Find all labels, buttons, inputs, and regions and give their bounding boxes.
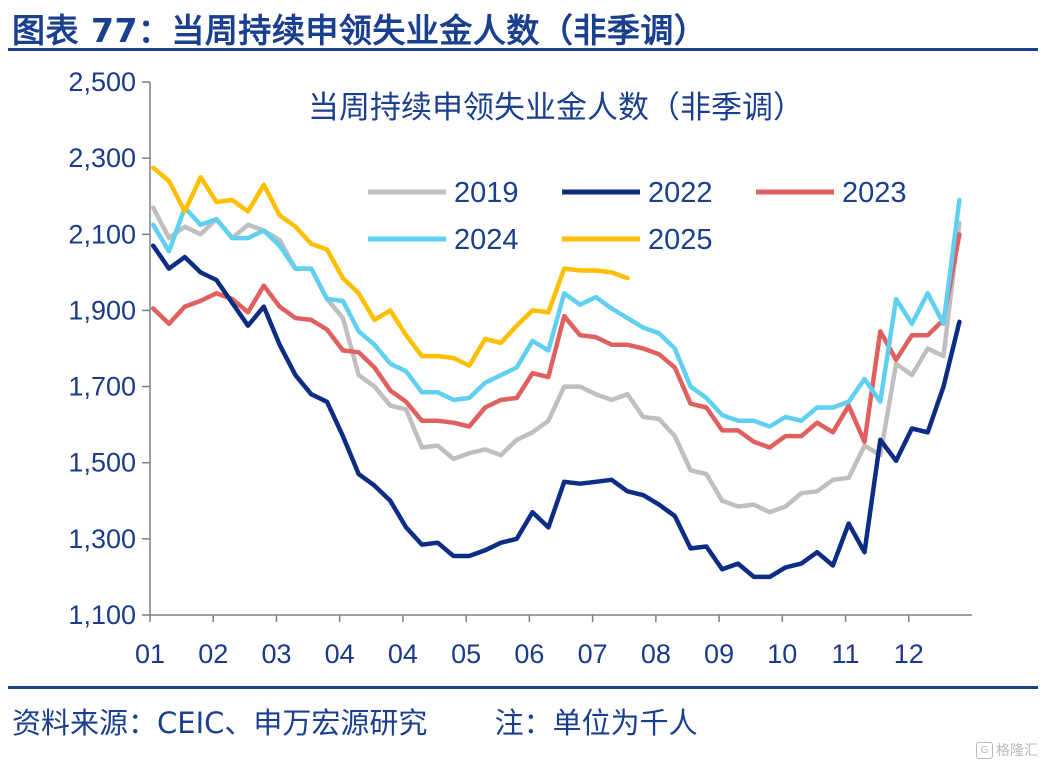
x-tick-label: 10 [767,639,797,669]
y-tick-label: 1,500 [68,448,136,478]
series-line-2024 [150,197,962,429]
y-tick-label: 1,900 [68,295,136,325]
x-tick-label: 05 [451,639,481,669]
x-tick-label: 04 [325,639,355,669]
y-tick-label: 1,300 [68,524,136,554]
legend-label-2023: 2023 [842,177,907,209]
watermark-text: 格隆汇 [996,743,1038,759]
legend-label-2025: 2025 [648,224,713,256]
chart-area: 1,100 1,300 1,500 1,700 1,900 2,100 2,300 2,500… [0,54,1046,684]
title-rule [8,48,1038,51]
legend-label-2019: 2019 [454,177,519,209]
x-tick-label: 04 [388,639,418,669]
legend-label-2022: 2022 [648,177,713,209]
x-tick-label: 01 [135,639,165,669]
x-tick-label: 03 [261,639,291,669]
x-tick-label: 02 [198,639,228,669]
axes: 1,100 1,300 1,500 1,700 1,900 2,100 2,300 2,500… [68,67,972,669]
series-group [150,165,962,580]
x-tick-label: 08 [641,639,671,669]
series-line-2022 [150,243,962,580]
figure-header: 图表 77：当周持续申领失业金人数（非季调） [8,0,1038,51]
series-line-2019 [150,205,962,515]
y-tick-label: 2,100 [68,219,136,249]
x-tick-label: 12 [894,639,924,669]
x-tick-label: 06 [514,639,544,669]
source-note: 资料来源：CEIC、申万宏源研究 [12,706,428,740]
x-tick-label: 09 [704,639,734,669]
x-tick-label: 07 [578,639,608,669]
footer: 资料来源：CEIC、申万宏源研究 注：单位为千人 [12,700,1012,750]
footer-rule [8,686,1038,689]
unit-note: 注：单位为千人 [494,706,698,740]
y-tick-label: 2,300 [68,143,136,173]
series-line-2023 [150,232,962,450]
figure-title: 图表 77：当周持续申领失业金人数（非季调） [12,11,708,50]
x-tick-label: 11 [832,639,860,669]
watermark: G 格隆汇 [976,740,1038,760]
chart-title: 当周持续申领失业金人数（非季调） [308,90,804,126]
y-tick-label: 1,700 [68,372,136,402]
y-tick-label: 2,500 [68,67,136,97]
series-line-2025 [150,165,630,368]
watermark-logo-icon: G [976,741,993,759]
y-tick-label: 1,100 [68,600,136,630]
legend-label-2024: 2024 [454,224,519,256]
line-chart: 1,100 1,300 1,500 1,700 1,900 2,100 2,300 2,500… [68,67,972,669]
legend: 2019 2022 2023 2024 2025 [368,177,907,256]
